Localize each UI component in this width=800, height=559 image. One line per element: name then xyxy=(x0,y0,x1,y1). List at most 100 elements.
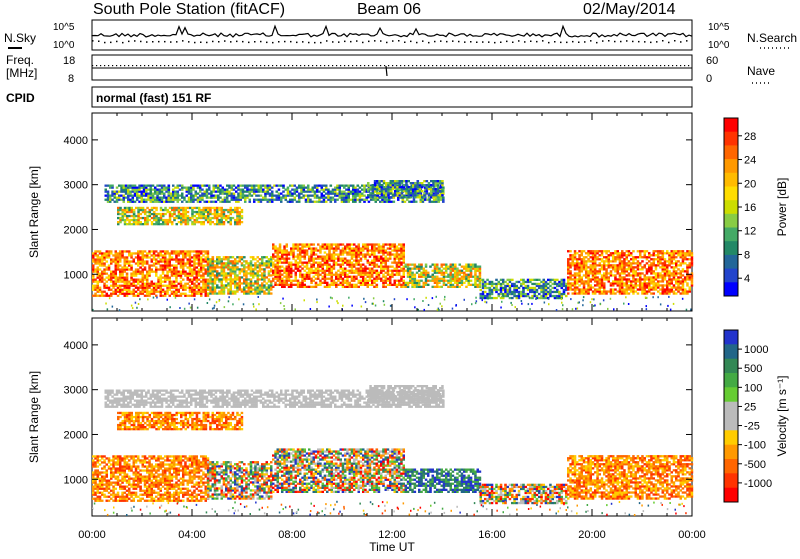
power-cell xyxy=(326,256,329,258)
power-cell xyxy=(119,273,122,275)
power-cell xyxy=(97,250,100,252)
power-cell xyxy=(191,256,194,258)
power-cell xyxy=(367,262,370,264)
power-cell xyxy=(304,262,307,264)
power-cell xyxy=(500,285,503,287)
power-cell xyxy=(221,223,224,225)
power-cell xyxy=(450,278,453,280)
power-cell xyxy=(221,278,224,280)
nave-dot xyxy=(508,65,509,66)
power-cell xyxy=(664,268,667,270)
nave-dot xyxy=(516,65,517,66)
power-cell xyxy=(250,282,253,284)
power-cell xyxy=(242,191,245,193)
power-cell xyxy=(373,278,376,280)
power-cell xyxy=(295,278,298,280)
power-cell xyxy=(333,243,336,245)
power-cell xyxy=(178,271,181,273)
power-cell xyxy=(628,254,631,256)
power-cell xyxy=(549,289,552,291)
power-cell xyxy=(581,288,584,290)
power-cell xyxy=(119,268,122,270)
power-cell xyxy=(202,260,205,262)
power-cell xyxy=(465,264,468,266)
power-cell xyxy=(191,279,194,281)
power-cell xyxy=(278,185,281,187)
power-cell xyxy=(367,268,370,270)
power-cell xyxy=(230,266,233,268)
nsearch-dot xyxy=(392,40,394,42)
nave-dot xyxy=(496,65,497,66)
power-cell xyxy=(121,285,124,287)
power-cell xyxy=(376,264,379,266)
power-cell xyxy=(635,272,638,274)
power-cell xyxy=(227,284,230,286)
power-cell xyxy=(581,250,584,252)
power-cell xyxy=(331,253,334,255)
power-cell xyxy=(574,280,577,282)
power-cell xyxy=(236,282,239,284)
power-cell xyxy=(286,253,289,255)
nave-dot xyxy=(452,65,453,66)
power-cell xyxy=(310,258,313,260)
power-cell xyxy=(337,258,340,260)
power-cell xyxy=(360,276,363,278)
power-cell xyxy=(450,268,453,270)
power-cell xyxy=(132,199,135,201)
power-cell xyxy=(210,195,213,197)
power-cell xyxy=(340,282,343,284)
power-cell xyxy=(628,292,631,294)
power-cell xyxy=(472,266,475,268)
power-cell xyxy=(159,191,162,193)
power-cell xyxy=(592,250,595,252)
power-cell xyxy=(673,258,676,260)
power-cell xyxy=(261,284,264,286)
power-cell xyxy=(522,291,525,293)
power-cell xyxy=(619,290,622,292)
power-cell xyxy=(583,250,586,252)
power-cell xyxy=(128,254,131,256)
power-cell xyxy=(94,250,97,252)
power-cell xyxy=(331,260,334,262)
power-cell xyxy=(108,287,111,289)
power-cell xyxy=(668,258,671,260)
power-cell xyxy=(194,207,197,209)
power-cell xyxy=(441,274,444,276)
power-cell xyxy=(567,288,570,290)
power-cell xyxy=(416,284,419,286)
power-cell xyxy=(163,189,166,191)
power-cell xyxy=(601,260,604,262)
power-cell xyxy=(317,256,320,258)
power-cell xyxy=(432,270,435,272)
power-cell xyxy=(185,209,188,211)
power-cell xyxy=(189,273,192,275)
nave-dot xyxy=(400,65,401,66)
power-cell xyxy=(189,266,192,268)
power-cell xyxy=(637,278,640,280)
power-cell xyxy=(287,193,290,195)
nave-dot xyxy=(372,65,373,66)
power-cell xyxy=(191,287,194,289)
power-cell xyxy=(474,272,477,274)
power-cell xyxy=(468,266,471,268)
power-cell xyxy=(414,268,417,270)
power-cell xyxy=(344,245,347,247)
power-cell xyxy=(360,274,363,276)
power-cell xyxy=(207,211,210,213)
power-cell xyxy=(103,273,106,275)
power-cell xyxy=(175,281,178,283)
nave-dot xyxy=(208,65,209,66)
power-cell xyxy=(502,279,505,281)
power-cell xyxy=(321,189,324,191)
power-cell xyxy=(527,285,530,287)
power-cell xyxy=(257,292,260,294)
power-cell xyxy=(319,247,322,249)
power-cell xyxy=(241,217,244,219)
power-cell xyxy=(491,297,494,299)
power-cell xyxy=(680,272,683,274)
power-cell xyxy=(234,221,237,223)
power-cell xyxy=(143,199,146,201)
power-cell xyxy=(153,262,156,264)
power-cell xyxy=(257,276,260,278)
power-cell xyxy=(498,295,501,297)
